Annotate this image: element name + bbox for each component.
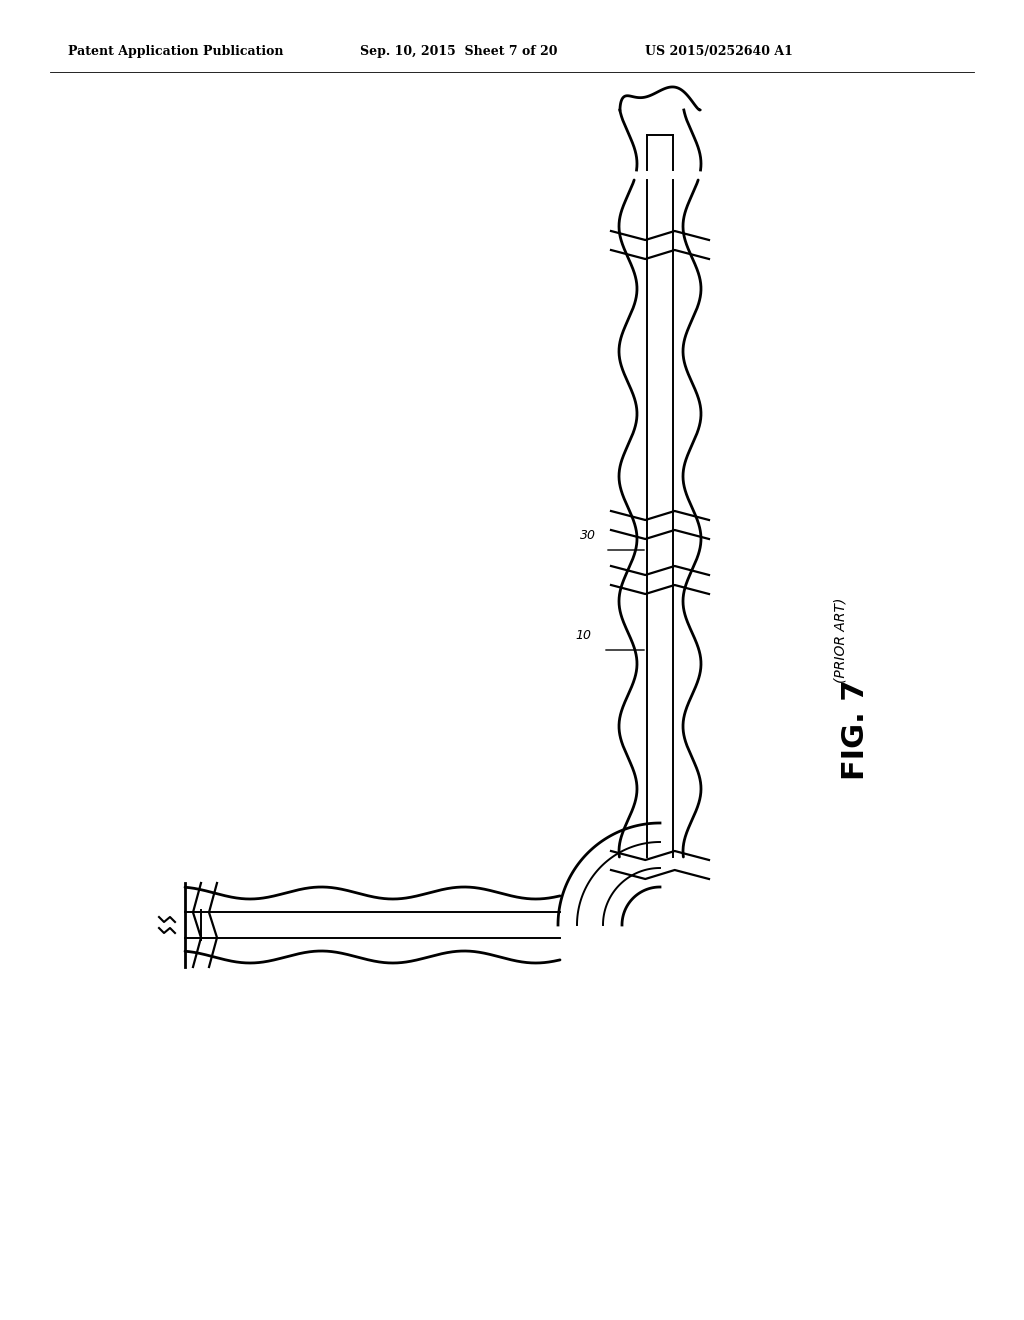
Text: (PRIOR ART): (PRIOR ART) [833, 598, 847, 682]
Text: FIG. 7: FIG. 7 [841, 680, 869, 780]
Text: Patent Application Publication: Patent Application Publication [68, 45, 284, 58]
Text: 10: 10 [575, 630, 591, 642]
Text: US 2015/0252640 A1: US 2015/0252640 A1 [645, 45, 793, 58]
Text: Sep. 10, 2015  Sheet 7 of 20: Sep. 10, 2015 Sheet 7 of 20 [360, 45, 557, 58]
Text: 30: 30 [580, 529, 596, 543]
